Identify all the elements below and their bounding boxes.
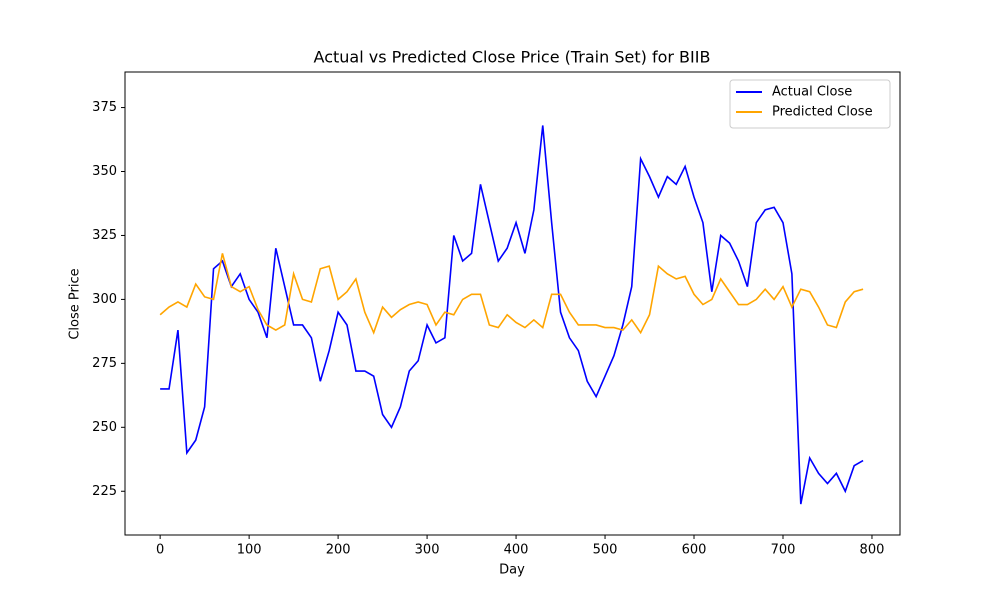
- x-tick-label: 100: [237, 543, 262, 558]
- y-tick-label: 225: [92, 484, 117, 499]
- y-tick-label: 350: [92, 164, 117, 179]
- x-tick-label: 0: [156, 543, 164, 558]
- y-axis-label: Close Price: [68, 268, 83, 339]
- x-axis-label: Day: [499, 563, 525, 578]
- legend-label: Predicted Close: [772, 105, 873, 120]
- x-tick-label: 400: [504, 543, 529, 558]
- y-tick-label: 325: [92, 228, 117, 243]
- x-tick-label: 700: [771, 543, 796, 558]
- x-tick-label: 500: [593, 543, 618, 558]
- chart-title: Actual vs Predicted Close Price (Train S…: [314, 48, 711, 67]
- legend-label: Actual Close: [772, 85, 852, 100]
- y-tick-label: 250: [92, 420, 117, 435]
- y-tick-label: 300: [92, 292, 117, 307]
- legend-box: [729, 79, 891, 129]
- x-tick-label: 300: [415, 543, 440, 558]
- y-tick-label: 275: [92, 356, 117, 371]
- y-tick-label: 375: [92, 100, 117, 115]
- x-tick-label: 200: [326, 543, 351, 558]
- data-line: [159, 253, 864, 335]
- x-tick-label: 600: [682, 543, 707, 558]
- data-line: [160, 125, 864, 505]
- x-tick-label: 800: [860, 543, 885, 558]
- plot-frame: [124, 71, 901, 536]
